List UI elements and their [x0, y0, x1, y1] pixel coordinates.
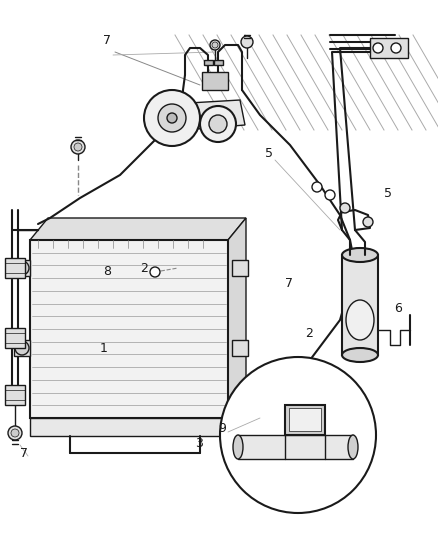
Text: 5: 5 [384, 187, 392, 200]
Circle shape [210, 40, 220, 50]
Text: 2: 2 [140, 262, 148, 275]
Polygon shape [285, 405, 325, 435]
Text: 8: 8 [103, 265, 111, 278]
Polygon shape [30, 218, 246, 240]
Text: 7: 7 [20, 447, 28, 460]
Text: 1: 1 [100, 342, 108, 355]
Circle shape [15, 261, 29, 275]
Circle shape [71, 140, 85, 154]
Circle shape [209, 115, 227, 133]
Bar [202, 72, 228, 90]
Circle shape [340, 203, 350, 213]
Circle shape [158, 104, 186, 132]
Circle shape [74, 143, 82, 151]
Polygon shape [232, 260, 248, 276]
Polygon shape [232, 340, 248, 356]
Circle shape [325, 190, 335, 200]
Circle shape [312, 182, 322, 192]
Circle shape [275, 370, 285, 380]
Ellipse shape [348, 435, 358, 459]
Bar [214, 60, 223, 65]
Ellipse shape [342, 348, 378, 362]
Bar [370, 38, 408, 58]
Circle shape [8, 426, 22, 440]
Bar [204, 60, 213, 65]
Bar [30, 418, 233, 436]
Polygon shape [14, 260, 30, 276]
Text: 6: 6 [394, 302, 402, 315]
Text: 5: 5 [265, 147, 273, 160]
Text: 2: 2 [305, 327, 313, 340]
Polygon shape [5, 385, 25, 405]
Text: 7: 7 [285, 277, 293, 290]
Polygon shape [5, 328, 25, 348]
Circle shape [391, 43, 401, 53]
Polygon shape [14, 340, 30, 356]
Circle shape [212, 42, 218, 48]
Ellipse shape [233, 435, 243, 459]
Circle shape [373, 43, 383, 53]
Polygon shape [155, 100, 245, 132]
Polygon shape [238, 435, 353, 459]
Circle shape [15, 341, 29, 355]
Polygon shape [289, 408, 321, 431]
Text: 9: 9 [218, 422, 226, 435]
Ellipse shape [346, 300, 374, 340]
Polygon shape [228, 218, 246, 418]
Bar [30, 240, 228, 418]
Circle shape [167, 113, 177, 123]
Circle shape [144, 90, 200, 146]
Circle shape [11, 429, 19, 437]
Ellipse shape [342, 248, 378, 262]
Circle shape [150, 267, 160, 277]
Circle shape [220, 357, 376, 513]
Polygon shape [5, 258, 25, 278]
Text: 3: 3 [195, 437, 203, 450]
Text: 7: 7 [103, 34, 111, 47]
Polygon shape [342, 255, 378, 355]
Circle shape [241, 36, 253, 48]
Circle shape [363, 217, 373, 227]
Circle shape [200, 106, 236, 142]
